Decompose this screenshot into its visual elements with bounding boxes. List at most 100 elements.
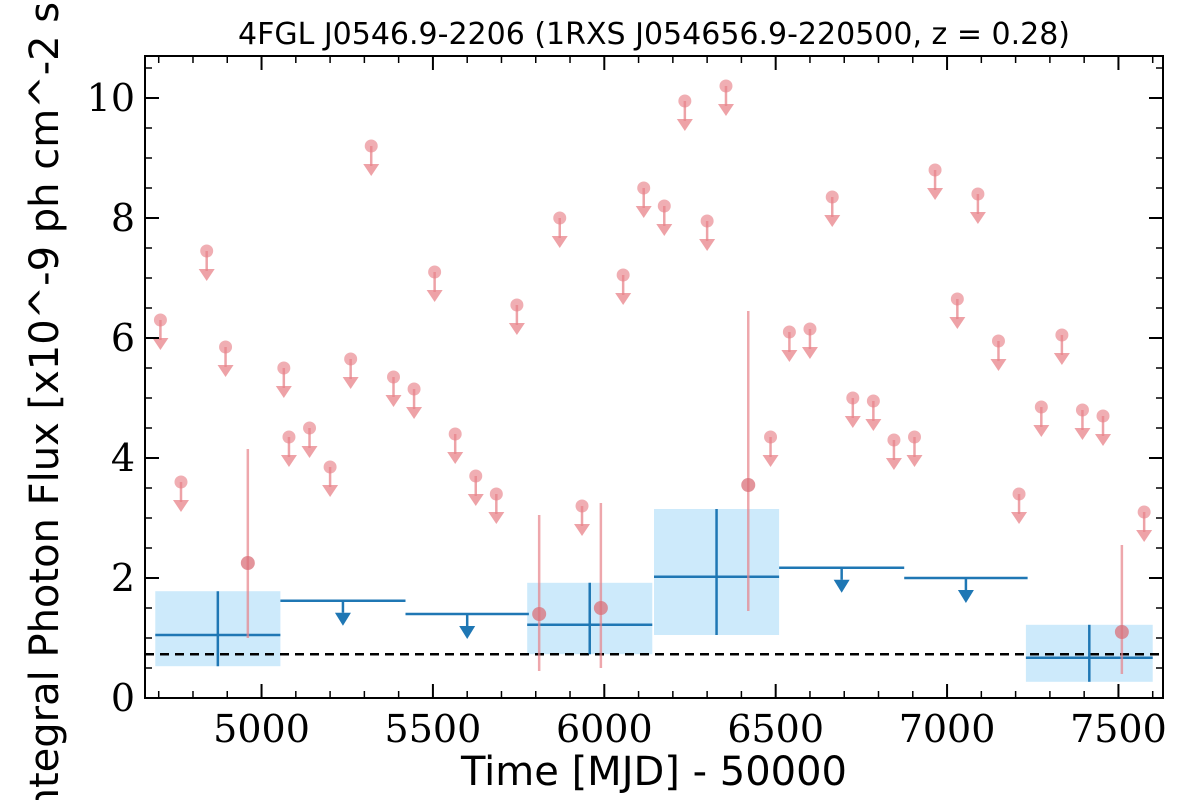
short-bin-flux-point: [593, 601, 608, 615]
short-bin-upper-limit-arrow: [301, 446, 318, 458]
short-bin-upper-limit-arrow: [676, 119, 693, 131]
short-bin-upper-limit-arrow: [1033, 425, 1050, 437]
short-bin-flux-point: [240, 556, 255, 570]
short-bin-upper-limit-arrow: [342, 377, 359, 389]
short-bin-upper-limit-arrow: [217, 365, 234, 377]
short-bin-upper-limit-arrow: [717, 104, 734, 116]
short-bin-flux-point: [532, 607, 547, 621]
short-bin-upper-limit-arrow: [801, 347, 818, 359]
short-bin-upper-limit-arrow: [990, 359, 1007, 371]
short-bin-upper-limit-arrow: [467, 494, 484, 506]
short-bin-upper-limit-point: [846, 391, 860, 405]
short-bin-upper-limit-arrow: [172, 500, 189, 512]
short-bin-upper-limit-arrow: [447, 452, 464, 464]
y-tick-label: 2: [111, 556, 135, 600]
chart-title: 4FGL J0546.9-2206 (1RXS J054656.9-220500…: [238, 17, 1070, 52]
short-bin-upper-limit-arrow: [322, 485, 339, 497]
x-tick-label: 7000: [899, 707, 996, 751]
short-bin-upper-limit-arrow: [949, 317, 966, 329]
short-bin-upper-limit-point: [1034, 400, 1048, 414]
short-bin-upper-limit-point: [678, 94, 692, 108]
short-bin-upper-limit-arrow: [385, 395, 402, 407]
short-bin-upper-limit-arrow: [1011, 512, 1028, 524]
short-bin-upper-limit-point: [825, 190, 839, 204]
short-bin-upper-limit-point: [489, 487, 503, 501]
short-bin-upper-limit-point: [407, 382, 421, 396]
short-bin-upper-limit-point: [219, 340, 233, 354]
short-bin-upper-limit-point: [971, 187, 985, 201]
chart-marks: 5000 5500 6000 6500 7000 7500 0 2 4 6 8 10: [87, 55, 1167, 751]
short-bin-upper-limit-point: [637, 181, 651, 195]
short-bin-upper-limit-point: [323, 460, 337, 474]
short-bin-upper-limit-arrow: [824, 215, 841, 227]
short-bin-upper-limit-arrow: [152, 338, 169, 350]
short-bin-upper-limit-point: [387, 370, 401, 384]
short-bin-upper-limit-arrow: [574, 524, 591, 536]
short-bin-upper-limit-point: [657, 199, 671, 213]
x-tick-label: 5000: [213, 707, 310, 751]
short-bin-upper-limit-arrow: [635, 206, 652, 218]
y-axis-title: Integral Photon Flux [x10^-9 ph cm^-2 s^…: [22, 0, 68, 800]
short-bin-upper-limit-arrow: [1095, 434, 1112, 446]
short-bin-upper-limit-point: [282, 430, 296, 444]
short-bin-upper-limit-point: [1012, 487, 1026, 501]
short-bin-upper-limit-arrow: [280, 455, 297, 467]
short-bin-upper-limit-point: [510, 298, 524, 312]
long-bin-upper-limit-arrow: [334, 612, 351, 626]
short-bin-flux-point: [741, 478, 756, 492]
long-bin-upper-limit-arrow: [833, 579, 850, 593]
plot-frame: [144, 55, 1164, 699]
short-bin-upper-limit-point: [1096, 409, 1110, 423]
short-bin-upper-limit-point: [907, 430, 921, 444]
y-tick-label: 4: [111, 436, 135, 480]
x-tick-label: 6500: [727, 707, 824, 751]
short-bin-upper-limit-point: [469, 469, 483, 483]
short-bin-upper-limit-point: [700, 214, 714, 228]
short-bin-flux-point: [1114, 625, 1129, 639]
short-bin-upper-limit-point: [866, 394, 880, 408]
short-bin-upper-limit-point: [991, 334, 1005, 348]
short-bin-upper-limit-arrow: [1136, 530, 1153, 542]
short-bin-upper-limit-arrow: [275, 386, 292, 398]
short-bin-upper-limit-arrow: [656, 224, 673, 236]
short-bin-upper-limit-point: [616, 268, 630, 282]
y-tick-label: 0: [111, 676, 135, 720]
short-bin-upper-limit-arrow: [906, 455, 923, 467]
short-bin-upper-limit-point: [887, 433, 901, 447]
long-bin-upper-limit-arrow: [459, 626, 476, 639]
y-tick-label: 8: [111, 196, 135, 240]
short-bin-upper-limit-arrow: [844, 416, 861, 428]
short-bin-upper-limit-arrow: [551, 236, 568, 248]
short-bin-upper-limit-arrow: [488, 512, 505, 524]
short-bin-upper-limit-arrow: [406, 407, 423, 419]
short-bin-upper-limit-point: [764, 430, 778, 444]
short-bin-upper-limit-arrow: [885, 458, 902, 470]
short-bin-upper-limit-arrow: [198, 269, 215, 281]
x-axis-title: Time [MJD] - 50000: [460, 749, 847, 795]
short-bin-upper-limit-point: [1137, 505, 1151, 519]
short-bin-upper-limit-arrow: [762, 455, 779, 467]
x-tick-label: 5500: [385, 707, 482, 751]
x-tick-label: 7500: [1070, 707, 1167, 751]
short-bin-upper-limit-arrow: [363, 164, 380, 176]
short-bin-upper-limit-point: [200, 244, 214, 258]
short-bin-upper-limit-point: [950, 292, 964, 306]
short-bin-upper-limit-point: [719, 79, 733, 93]
short-bin-upper-limit-point: [575, 499, 589, 513]
short-bin-upper-limit-arrow: [699, 239, 716, 251]
short-bin-upper-limit-point: [428, 265, 442, 279]
short-bin-upper-limit-point: [1055, 328, 1069, 342]
short-bin-upper-limit-point: [344, 352, 358, 366]
short-bin-upper-limit-point: [782, 325, 796, 339]
short-bin-upper-limit-point: [277, 361, 291, 375]
short-bin-upper-limit-arrow: [426, 290, 443, 302]
short-bin-upper-limit-arrow: [615, 293, 632, 305]
short-bin-upper-limit-point: [364, 139, 378, 153]
short-bin-upper-limit-point: [1075, 403, 1089, 417]
short-bin-upper-limit-point: [153, 313, 167, 327]
short-bin-upper-limit-arrow: [1074, 428, 1091, 440]
short-bin-upper-limit-arrow: [865, 419, 882, 431]
short-bin-upper-limit-point: [928, 163, 942, 177]
